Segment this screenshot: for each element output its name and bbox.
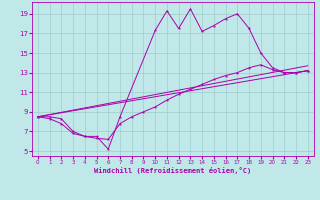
X-axis label: Windchill (Refroidissement éolien,°C): Windchill (Refroidissement éolien,°C)	[94, 167, 252, 174]
